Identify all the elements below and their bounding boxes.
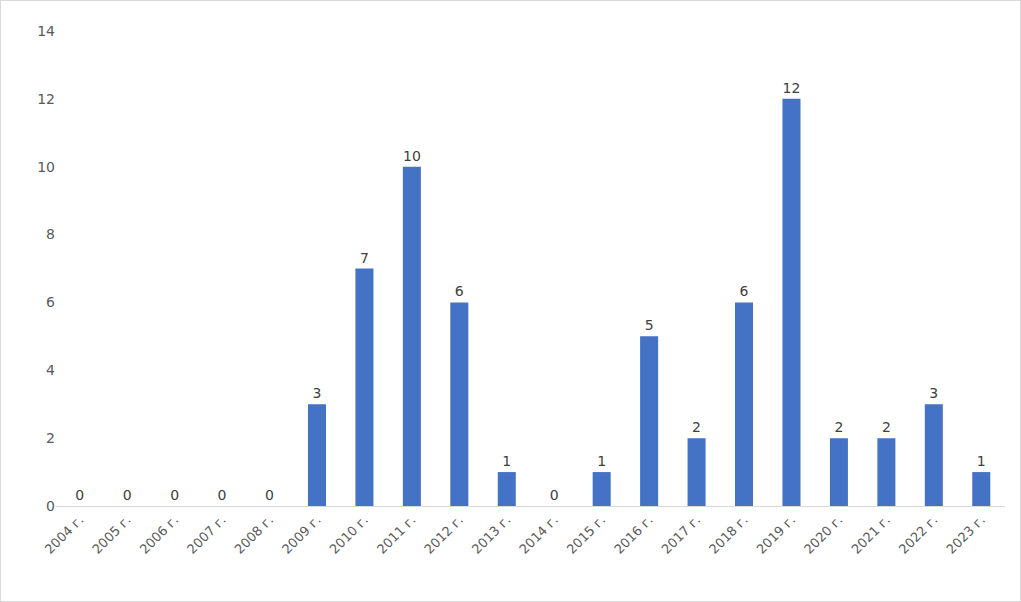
svg-text:2014 г.: 2014 г. bbox=[516, 512, 561, 557]
svg-text:0: 0 bbox=[75, 487, 84, 503]
svg-text:1: 1 bbox=[502, 453, 511, 469]
svg-text:10: 10 bbox=[403, 148, 421, 164]
svg-text:4: 4 bbox=[46, 362, 55, 378]
svg-text:2017 г.: 2017 г. bbox=[659, 512, 704, 557]
svg-text:2013 г.: 2013 г. bbox=[469, 512, 514, 557]
svg-text:2011 г.: 2011 г. bbox=[374, 512, 419, 557]
svg-text:2007 г.: 2007 г. bbox=[184, 512, 229, 557]
svg-text:0: 0 bbox=[550, 487, 559, 503]
svg-text:2: 2 bbox=[46, 430, 55, 446]
svg-text:2009 г.: 2009 г. bbox=[279, 512, 324, 557]
svg-text:0: 0 bbox=[123, 487, 132, 503]
svg-text:2004 г.: 2004 г. bbox=[42, 512, 87, 557]
svg-text:5: 5 bbox=[645, 317, 654, 333]
svg-text:2010 г.: 2010 г. bbox=[326, 512, 371, 557]
svg-text:2: 2 bbox=[692, 419, 701, 435]
svg-text:2021 г.: 2021 г. bbox=[848, 512, 893, 557]
svg-text:2016 г.: 2016 г. bbox=[611, 512, 656, 557]
svg-text:2008 г.: 2008 г. bbox=[232, 512, 277, 557]
svg-text:1: 1 bbox=[977, 453, 986, 469]
svg-text:14: 14 bbox=[37, 23, 55, 39]
svg-text:6: 6 bbox=[740, 283, 749, 299]
svg-text:2: 2 bbox=[834, 419, 843, 435]
svg-text:7: 7 bbox=[360, 250, 369, 266]
svg-text:2: 2 bbox=[882, 419, 891, 435]
svg-text:0: 0 bbox=[46, 498, 55, 514]
svg-text:6: 6 bbox=[455, 283, 464, 299]
svg-text:2023 г.: 2023 г. bbox=[943, 512, 988, 557]
svg-text:2018 г.: 2018 г. bbox=[706, 512, 751, 557]
svg-text:3: 3 bbox=[929, 385, 938, 401]
svg-text:2005 г.: 2005 г. bbox=[89, 512, 134, 557]
svg-text:2019 г.: 2019 г. bbox=[754, 512, 799, 557]
svg-text:2020 г.: 2020 г. bbox=[801, 512, 846, 557]
svg-text:12: 12 bbox=[37, 91, 55, 107]
svg-text:1: 1 bbox=[597, 453, 606, 469]
svg-text:6: 6 bbox=[46, 294, 55, 310]
svg-text:0: 0 bbox=[170, 487, 179, 503]
svg-text:0: 0 bbox=[218, 487, 227, 503]
svg-text:10: 10 bbox=[37, 159, 55, 175]
svg-text:12: 12 bbox=[783, 80, 801, 96]
svg-text:0: 0 bbox=[265, 487, 274, 503]
svg-text:2015 г.: 2015 г. bbox=[564, 512, 609, 557]
svg-text:2022 г.: 2022 г. bbox=[896, 512, 941, 557]
svg-text:2012 г.: 2012 г. bbox=[421, 512, 466, 557]
svg-text:3: 3 bbox=[313, 385, 322, 401]
svg-text:2006 г.: 2006 г. bbox=[137, 512, 182, 557]
svg-text:8: 8 bbox=[46, 226, 55, 242]
